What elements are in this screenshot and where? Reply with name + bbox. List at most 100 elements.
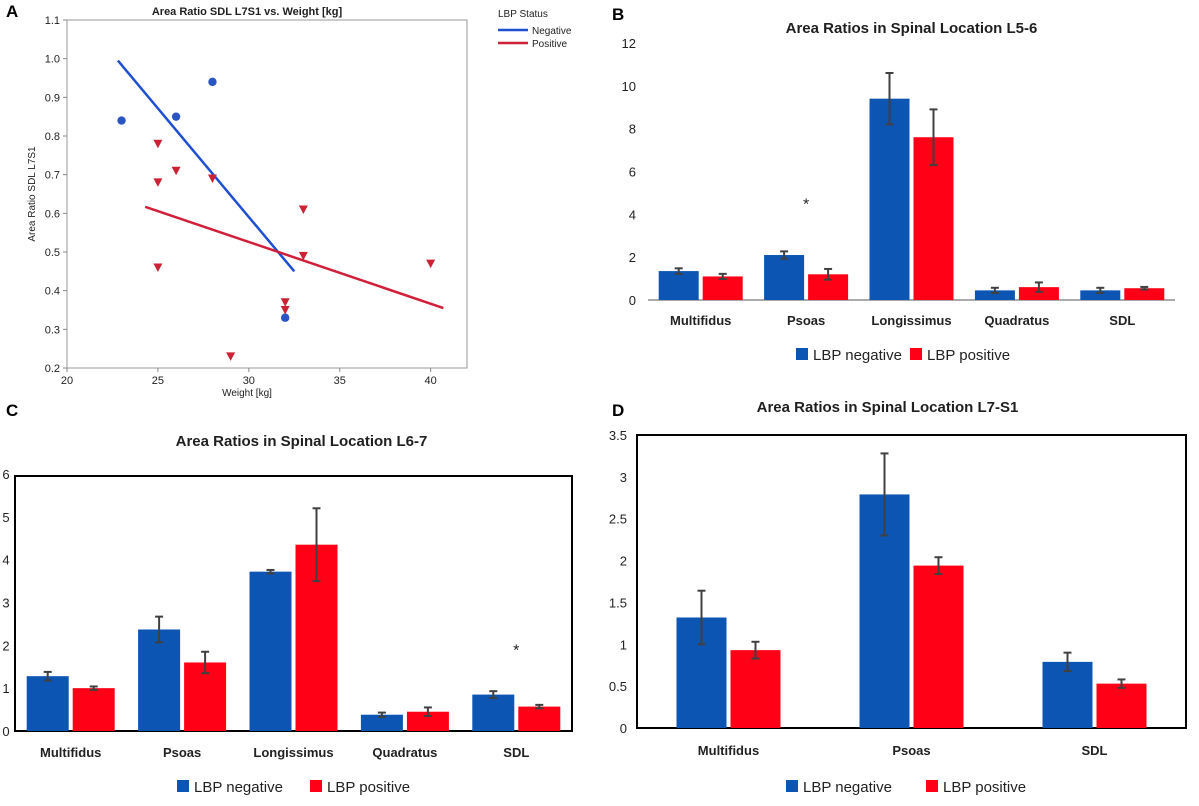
category-label: Multifidus	[698, 743, 759, 758]
plot-frame	[14, 475, 573, 732]
x-tick-label: 30	[243, 375, 255, 387]
bar-lbp-negative	[869, 98, 910, 300]
scatter-point-positive	[207, 174, 217, 184]
category-label: Multifidus	[670, 313, 731, 328]
scatter-point-negative	[117, 116, 126, 125]
scatter-point-negative	[171, 112, 181, 121]
y-tick-label: 0.3	[45, 324, 60, 336]
panel-label-a: A	[6, 2, 18, 21]
x-tick-label: 35	[334, 375, 346, 387]
scatter-point-positive	[153, 178, 163, 187]
scatter-point-positive	[426, 259, 436, 269]
scatter-point-negative	[280, 313, 290, 322]
y-tick-label: 0	[629, 293, 636, 308]
bar-lbp-positive	[406, 711, 449, 731]
category-label: Quadratus	[372, 745, 437, 760]
scatter-point-positive	[171, 166, 181, 176]
y-axis-label: Area Ratio SDL L7S1	[27, 146, 38, 242]
y-tick-label: 1	[620, 637, 627, 652]
bar-lbp-negative	[764, 255, 805, 300]
y-tick-label: 5	[2, 510, 9, 525]
y-tick-label: 0.5	[609, 679, 627, 694]
bar-lbp-negative	[472, 694, 515, 731]
legend-label-negative: Negative	[532, 26, 572, 37]
bar-lbp-negative	[974, 290, 1015, 300]
chart-title: Area Ratios in Spinal Location L6-7	[176, 433, 428, 450]
panel-a-scatter-chart: Area Ratio SDL L7S1 vs. Weight [kg] 20 25 3…	[27, 6, 572, 399]
legend-swatch-lbp-positive	[926, 780, 938, 792]
scatter-point-positive	[226, 352, 236, 361]
y-tick-label: 4	[629, 207, 636, 222]
legend-label-lbp-positive: LBP positive	[943, 779, 1026, 796]
category-label: Psoas	[163, 745, 201, 760]
category-label: SDL	[1082, 743, 1108, 758]
bar-lbp-negative	[1042, 661, 1093, 728]
category-label: SDL	[1109, 313, 1135, 328]
chart-title: Area Ratios in Spinal Location L7-S1	[757, 399, 1019, 416]
bar-lbp-negative	[249, 571, 292, 731]
y-tick-label: 1.5	[609, 595, 627, 610]
significance-marker: *	[513, 643, 519, 660]
scatter-point-positive	[153, 263, 163, 272]
bar-lbp-negative	[26, 676, 69, 731]
plot-frame	[636, 434, 1187, 729]
y-tick-label: 8	[629, 122, 636, 137]
bar-lbp-positive	[72, 688, 115, 731]
bar-lbp-positive	[518, 706, 561, 731]
y-tick-label: 2	[620, 554, 627, 569]
scatter-point-positive	[298, 251, 308, 261]
y-tick-label: 0.8	[45, 131, 60, 143]
panel-b-bar-chart: Area Ratios in Spinal Location L5-6 0 2 4 6 8…	[622, 20, 1175, 364]
y-tick-label: 1.0	[45, 54, 60, 66]
legend-swatch-lbp-negative	[786, 780, 798, 792]
y-tick-label: 0.7	[45, 170, 60, 182]
plot-frame	[66, 19, 468, 369]
y-tick-label: 6	[629, 165, 636, 180]
y-tick-label: 2.5	[609, 512, 627, 527]
bar-lbp-positive	[702, 276, 743, 300]
panel-d-bar-chart: Area Ratios in Spinal Location L7-S1 0 0.5…	[609, 399, 1187, 796]
legend-label-positive: Positive	[532, 39, 567, 50]
y-tick-label: 6	[2, 467, 9, 482]
legend-label-lbp-negative: LBP negative	[813, 347, 902, 364]
legend-label-lbp-negative: LBP negative	[803, 779, 892, 796]
y-tick-label: 3.5	[609, 428, 627, 443]
y-tick-label: 0.6	[45, 208, 60, 220]
fit-line-negative	[116, 59, 296, 273]
legend-label-lbp-positive: LBP positive	[927, 347, 1010, 364]
y-tick-label: 10	[622, 79, 636, 94]
bar-lbp-negative	[360, 714, 403, 731]
y-tick-label: 1.1	[45, 15, 60, 27]
category-label: SDL	[503, 745, 529, 760]
legend-swatch-lbp-positive	[910, 348, 922, 360]
bar-lbp-positive	[1018, 287, 1059, 300]
y-tick-label: 3	[2, 596, 9, 611]
category-label: Longissimus	[253, 745, 333, 760]
panel-label-c: C	[6, 401, 18, 420]
significance-marker: *	[803, 197, 809, 214]
y-tick-label: 0.9	[45, 92, 60, 104]
bar-lbp-positive	[1096, 683, 1147, 728]
scatter-point-positive	[280, 298, 290, 307]
y-tick-label: 0	[620, 721, 627, 736]
legend-swatch-lbp-negative	[177, 780, 189, 792]
bar-lbp-positive	[730, 650, 781, 728]
bar-lbp-positive	[1124, 288, 1165, 300]
bar-lbp-positive	[913, 565, 964, 728]
y-tick-label: 3	[620, 470, 627, 485]
chart-title: Area Ratio SDL L7S1 vs. Weight [kg]	[152, 6, 343, 18]
y-tick-label: 0.5	[45, 247, 60, 259]
category-label: Longissimus	[871, 313, 951, 328]
bar-lbp-negative	[138, 629, 181, 731]
scatter-point-positive	[280, 306, 290, 315]
y-tick-label: 4	[2, 553, 9, 568]
panel-label-b: B	[612, 5, 624, 24]
scatter-point-positive	[298, 205, 308, 214]
legend-swatch-lbp-negative	[796, 348, 808, 360]
x-axis-label: Weight [kg]	[222, 388, 272, 399]
y-tick-label: 0	[2, 724, 9, 739]
category-label: Quadratus	[984, 313, 1049, 328]
legend-swatch-lbp-positive	[310, 780, 322, 792]
legend-title: LBP Status	[498, 9, 548, 20]
